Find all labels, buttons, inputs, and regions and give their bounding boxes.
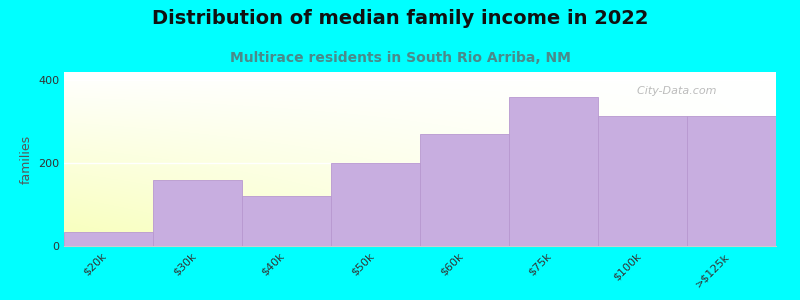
Bar [598,116,687,246]
Bar [687,116,776,246]
Bar [509,97,598,246]
Bar [242,196,331,246]
Y-axis label: families: families [19,134,33,184]
Bar [420,134,509,246]
Bar [331,163,420,246]
Bar [64,232,153,246]
Text: Multirace residents in South Rio Arriba, NM: Multirace residents in South Rio Arriba,… [230,51,570,65]
Bar [153,180,242,246]
Text: Distribution of median family income in 2022: Distribution of median family income in … [152,9,648,28]
